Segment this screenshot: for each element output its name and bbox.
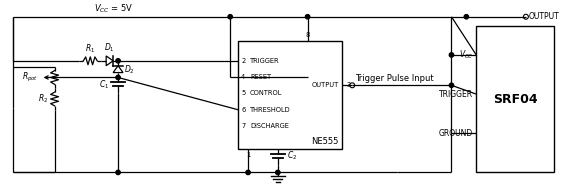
Text: $R_2$: $R_2$ xyxy=(39,93,49,105)
Circle shape xyxy=(116,59,120,63)
Text: 7: 7 xyxy=(241,123,246,130)
Circle shape xyxy=(449,83,454,87)
Text: 4: 4 xyxy=(241,74,246,80)
Circle shape xyxy=(449,53,454,57)
Text: Trigger Pulse Input: Trigger Pulse Input xyxy=(355,74,434,83)
Text: OUTPUT: OUTPUT xyxy=(529,12,560,21)
Circle shape xyxy=(306,15,310,19)
Text: $D_2$: $D_2$ xyxy=(124,63,135,76)
Text: DISCHARGE: DISCHARGE xyxy=(250,123,289,130)
Text: THRESHOLD: THRESHOLD xyxy=(250,107,291,113)
Circle shape xyxy=(228,15,232,19)
Text: GROUND: GROUND xyxy=(439,129,473,138)
Text: RESET: RESET xyxy=(250,74,271,80)
Circle shape xyxy=(116,75,120,80)
Text: 3: 3 xyxy=(346,82,350,88)
Text: NE555: NE555 xyxy=(311,137,338,146)
Text: $V_{CC}$ = 5V: $V_{CC}$ = 5V xyxy=(94,2,134,15)
Text: $R_{pot}$: $R_{pot}$ xyxy=(23,71,39,84)
Text: 2: 2 xyxy=(241,58,246,64)
Text: 8: 8 xyxy=(306,32,310,38)
Text: $V_{CC}$: $V_{CC}$ xyxy=(459,49,473,61)
Text: SRF04: SRF04 xyxy=(493,92,538,106)
Bar xyxy=(238,41,342,149)
Text: $D_1$: $D_1$ xyxy=(104,41,115,54)
Text: 1: 1 xyxy=(246,152,250,158)
Circle shape xyxy=(116,170,120,175)
Text: 6: 6 xyxy=(241,107,246,113)
Text: $C_1$: $C_1$ xyxy=(99,78,109,91)
Circle shape xyxy=(464,15,468,19)
Text: TRIGGER: TRIGGER xyxy=(250,58,280,64)
Circle shape xyxy=(276,170,280,175)
Bar xyxy=(476,25,553,172)
Text: CONTROL: CONTROL xyxy=(250,90,282,96)
Text: $C_2$: $C_2$ xyxy=(287,150,297,162)
Circle shape xyxy=(246,170,250,175)
Text: 5: 5 xyxy=(241,90,246,96)
Text: TRIGGER: TRIGGER xyxy=(439,90,473,99)
Text: $R_1$: $R_1$ xyxy=(85,42,95,55)
Text: OUTPUT: OUTPUT xyxy=(312,82,339,88)
